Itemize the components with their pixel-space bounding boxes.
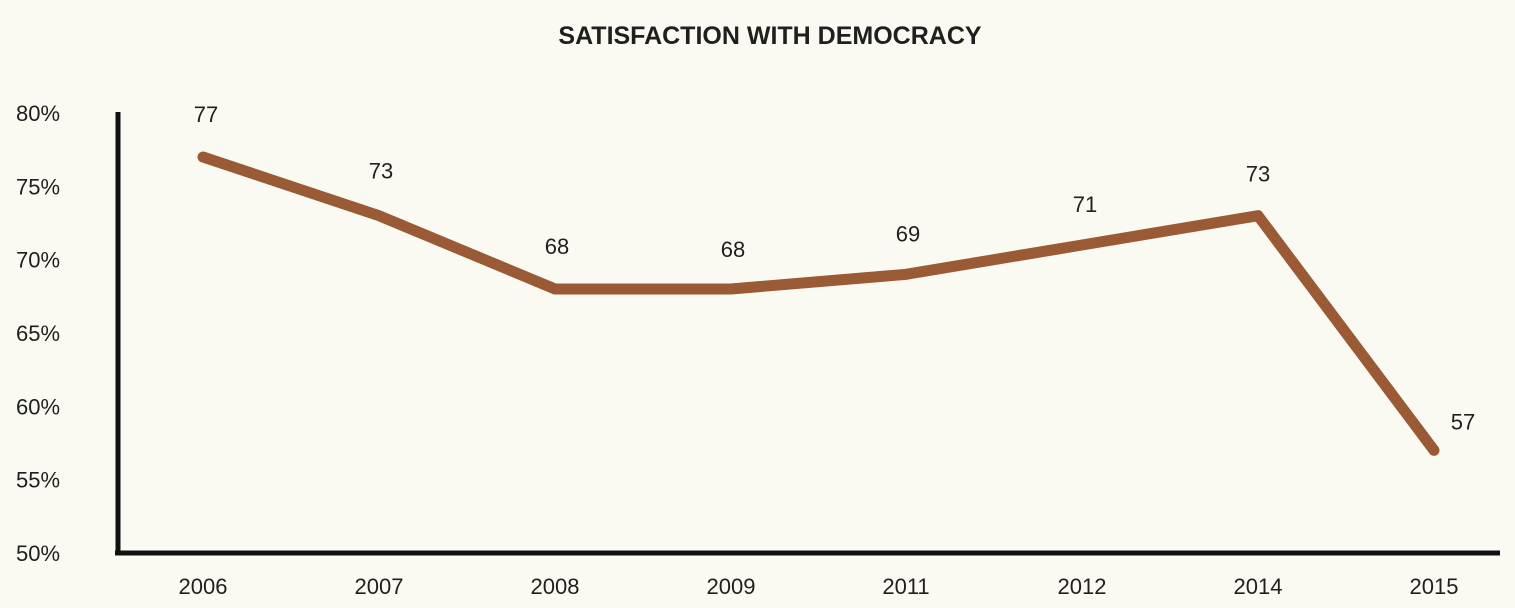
x-tick-label: 2007: [355, 574, 404, 599]
data-label: 69: [896, 221, 920, 246]
data-label: 73: [369, 159, 393, 184]
y-tick-label: 55%: [16, 468, 60, 493]
y-axis-tick-labels: 50% 55% 60% 65% 70% 75% 80%: [16, 101, 60, 566]
y-tick-label: 75%: [16, 174, 60, 199]
data-label: 73: [1246, 162, 1270, 187]
y-tick-label: 50%: [16, 541, 60, 566]
series-line: [197, 151, 1440, 456]
x-tick-label: 2012: [1058, 574, 1107, 599]
x-tick-label: 2014: [1234, 574, 1283, 599]
data-label: 57: [1451, 409, 1475, 434]
x-tick-label: 2006: [179, 574, 228, 599]
data-label: 71: [1073, 192, 1097, 217]
x-tick-label: 2015: [1410, 574, 1459, 599]
x-tick-label: 2008: [531, 574, 580, 599]
data-label: 68: [545, 234, 569, 259]
x-axis-tick-labels: 2006 2007 2008 2009 2011 2012 2014 2015: [179, 574, 1459, 599]
x-tick-label: 2011: [882, 574, 929, 599]
y-tick-label: 80%: [16, 101, 60, 126]
x-tick-label: 2009: [707, 574, 756, 599]
y-tick-label: 60%: [16, 394, 60, 419]
chart-title: SATISFACTION WITH DEMOCRACY: [558, 22, 981, 50]
series-layer: [197, 151, 1440, 456]
y-tick-label: 65%: [16, 321, 60, 346]
data-labels-layer: 77 73 68 68 69 71 73 57: [194, 102, 1475, 434]
data-label: 68: [721, 237, 745, 262]
data-label: 77: [194, 102, 218, 127]
y-tick-label: 70%: [16, 248, 60, 273]
